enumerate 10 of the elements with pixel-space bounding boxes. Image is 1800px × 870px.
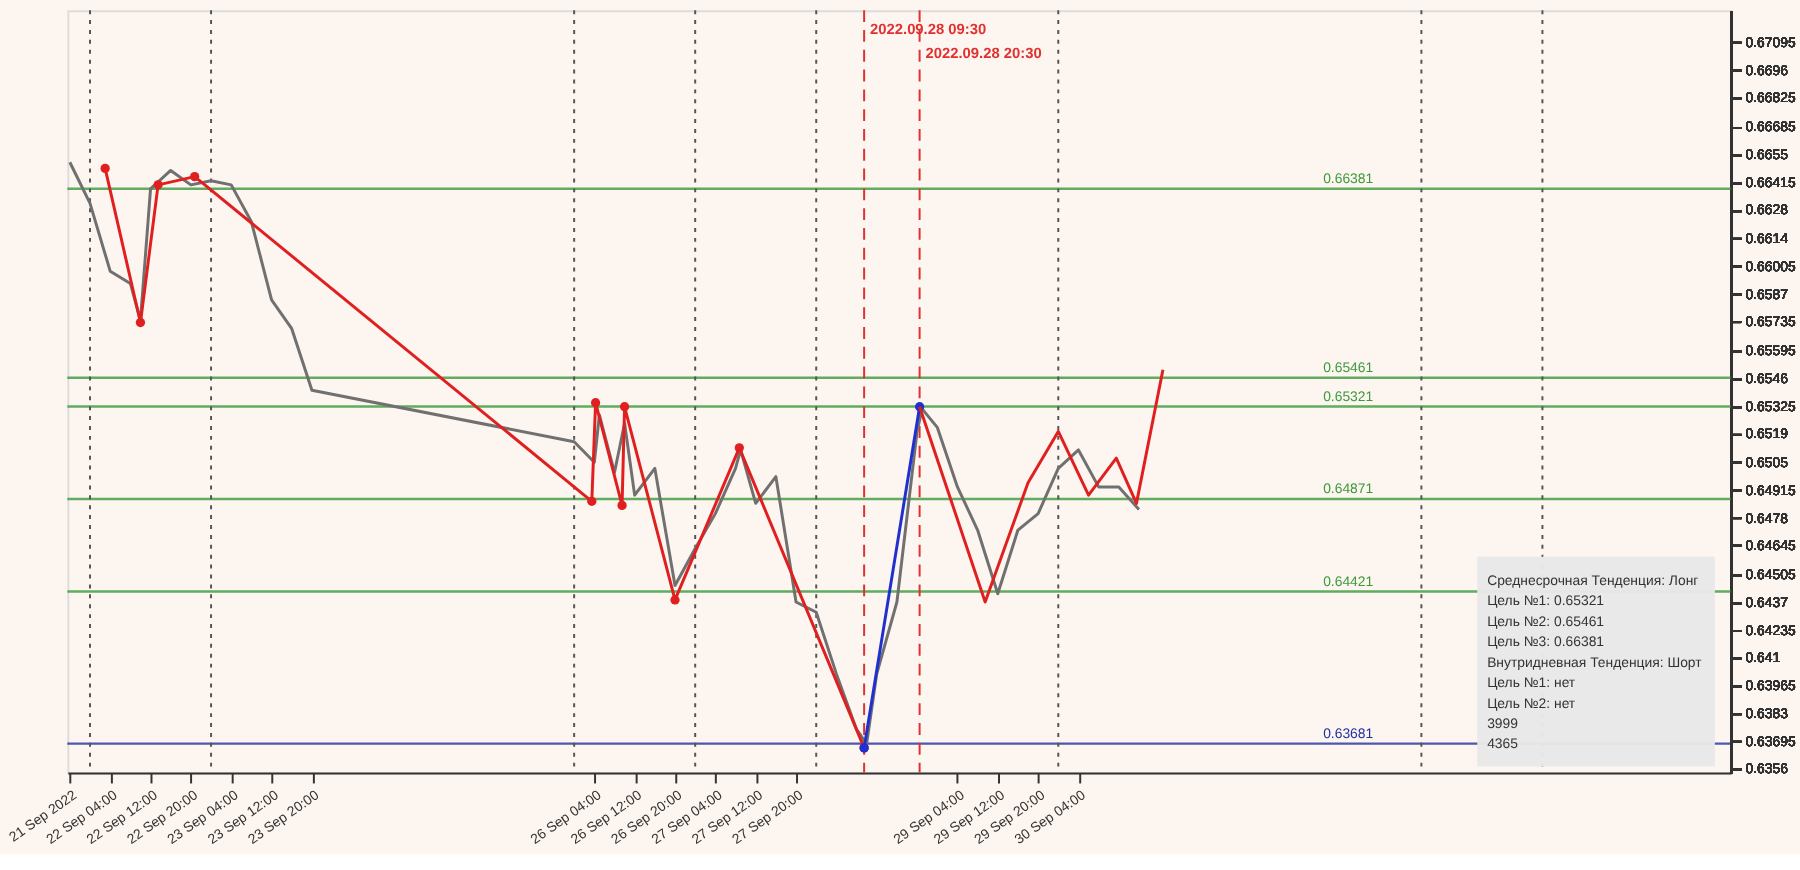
point <box>100 163 110 174</box>
point <box>734 443 744 453</box>
point <box>619 402 630 412</box>
point <box>135 317 146 328</box>
point <box>590 398 601 408</box>
point <box>670 595 680 605</box>
point <box>587 496 597 506</box>
point <box>190 171 200 182</box>
point <box>153 180 163 190</box>
point <box>617 500 627 511</box>
